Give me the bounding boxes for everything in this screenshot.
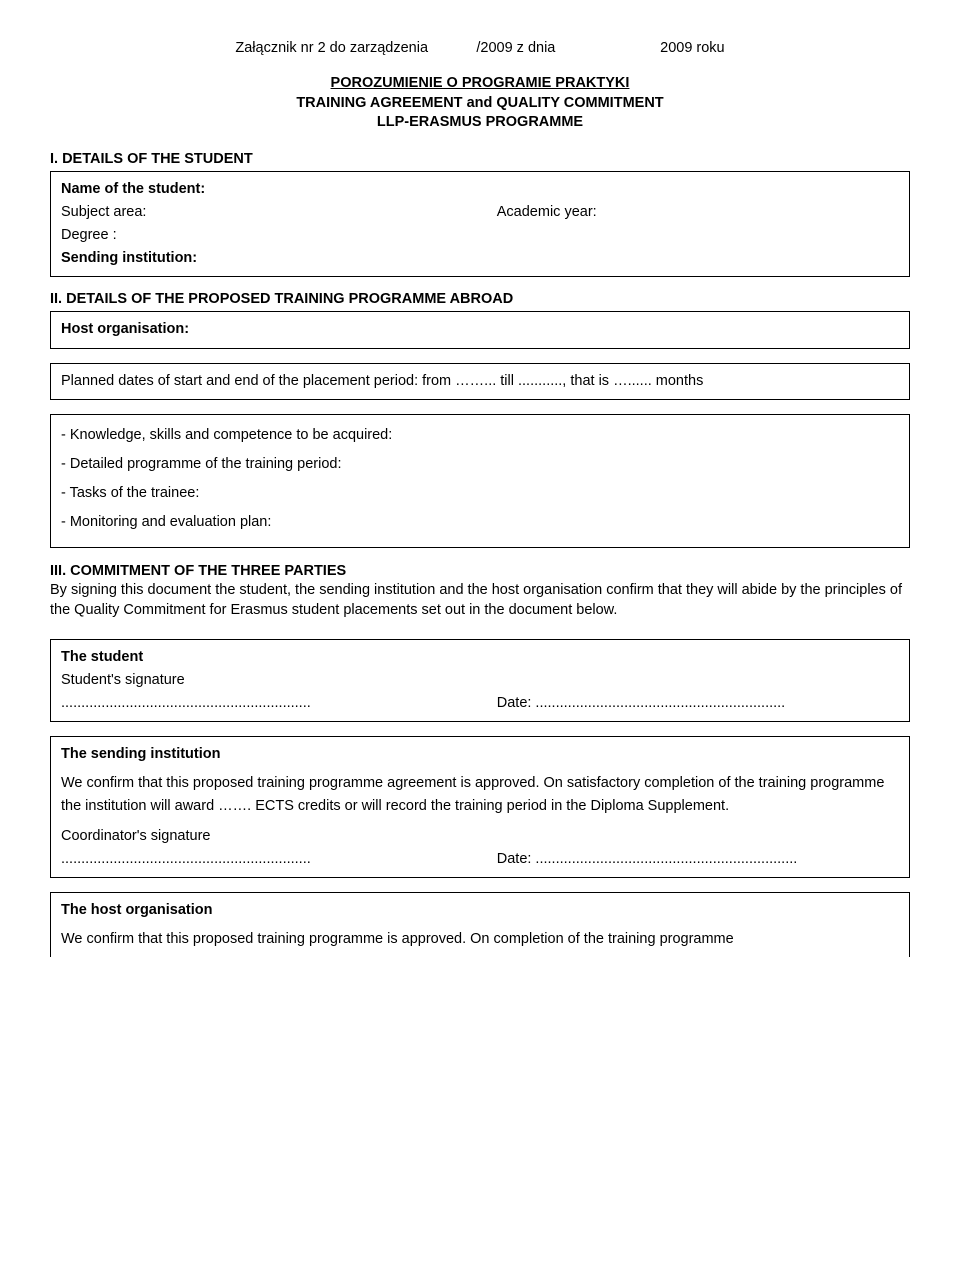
coordinator-sig-label: Coordinator's signature <box>61 825 899 848</box>
student-details-box: Name of the student: Subject area: Acade… <box>50 171 910 278</box>
training-details-box: - Knowledge, skills and competence to be… <box>50 414 910 548</box>
dates-line: Planned dates of start and end of the pl… <box>61 370 899 393</box>
title-line3: LLP-ERASMUS PROGRAMME <box>50 113 910 133</box>
item-tasks: - Tasks of the trainee: <box>61 479 899 508</box>
item-monitoring: - Monitoring and evaluation plan: <box>61 508 899 537</box>
sending-institution-box: The sending institution We confirm that … <box>50 736 910 878</box>
student-box-title: The student <box>61 646 899 669</box>
coordinator-sig-dots: ........................................… <box>61 848 497 871</box>
header-mid: /2009 z dnia <box>476 40 555 56</box>
host-box-body: We confirm that this proposed training p… <box>61 928 899 951</box>
section3-heading: III. COMMITMENT OF THE THREE PARTIES <box>50 563 346 579</box>
student-signature-box: The student Student's signature ........… <box>50 639 910 723</box>
document-title: POROZUMIENIE O PROGRAMIE PRAKTYKI TRAINI… <box>50 74 910 133</box>
section1-heading: I. DETAILS OF THE STUDENT <box>50 151 910 167</box>
placement-dates-box: Planned dates of start and end of the pl… <box>50 363 910 400</box>
sending-box-title: The sending institution <box>61 743 899 766</box>
section3-body: By signing this document the student, th… <box>50 582 902 618</box>
host-label: Host organisation: <box>61 318 899 341</box>
title-line1: POROZUMIENIE O PROGRAMIE PRAKTYKI <box>50 74 910 94</box>
host-organisation-box: Host organisation: <box>50 311 910 348</box>
subject-label: Subject area: <box>61 201 497 224</box>
header-left: Załącznik nr 2 do zarządzenia <box>235 40 428 56</box>
section3-block: III. COMMITMENT OF THE THREE PARTIES By … <box>50 562 910 621</box>
coordinator-date-label: Date: ..................................… <box>497 848 899 871</box>
student-date-label: Date: ..................................… <box>497 692 899 715</box>
student-sig-label: Student's signature <box>61 669 899 692</box>
name-label: Name of the student: <box>61 178 899 201</box>
host-organisation-signature-box: The host organisation We confirm that th… <box>50 892 910 957</box>
attachment-header: Załącznik nr 2 do zarządzenia /2009 z dn… <box>50 40 910 56</box>
student-sig-dots: ........................................… <box>61 692 497 715</box>
academic-year-label: Academic year: <box>497 201 899 224</box>
degree-label: Degree : <box>61 224 899 247</box>
sending-box-body: We confirm that this proposed training p… <box>61 772 899 818</box>
header-right: 2009 roku <box>660 40 725 56</box>
host-box-title: The host organisation <box>61 899 899 922</box>
section2-heading: II. DETAILS OF THE PROPOSED TRAINING PRO… <box>50 291 910 307</box>
item-knowledge: - Knowledge, skills and competence to be… <box>61 421 899 450</box>
title-line2: TRAINING AGREEMENT and QUALITY COMMITMEN… <box>50 94 910 114</box>
sending-institution-label: Sending institution: <box>61 247 899 270</box>
item-programme: - Detailed programme of the training per… <box>61 450 899 479</box>
